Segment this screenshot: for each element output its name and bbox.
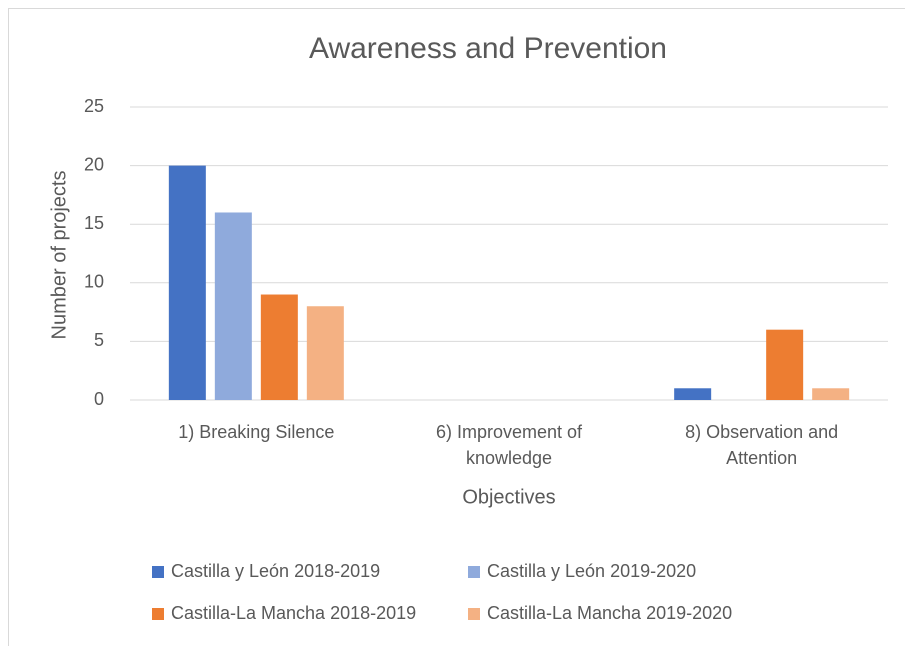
chart-title: Awareness and Prevention <box>309 32 667 65</box>
legend-label: Castilla y León 2019-2020 <box>487 561 696 581</box>
legend-swatch <box>468 566 480 578</box>
legend-label: Castilla-La Mancha 2018-2019 <box>171 603 416 623</box>
bar <box>214 212 252 400</box>
bar <box>306 306 344 400</box>
bar <box>674 388 712 400</box>
bar <box>812 388 850 400</box>
legend-label: Castilla y León 2018-2019 <box>171 561 380 581</box>
x-tick-label: 6) Improvement of knowledge <box>435 422 583 468</box>
y-tick-label: 20 <box>84 154 104 174</box>
y-tick-label: 5 <box>94 330 104 350</box>
y-tick-label: 0 <box>94 389 104 409</box>
legend-swatch <box>468 608 480 620</box>
x-axis-title: Objectives <box>462 486 555 508</box>
y-tick-label: 10 <box>84 272 104 292</box>
y-tick-label: 15 <box>84 213 104 233</box>
x-tick-label: 1) Breaking Silence <box>178 422 335 442</box>
legend-swatch <box>152 566 164 578</box>
bar <box>168 165 206 400</box>
legend-swatch <box>152 608 164 620</box>
chart-border <box>8 8 905 646</box>
bar <box>260 294 298 400</box>
y-axis-title: Number of projects <box>48 171 70 340</box>
y-tick-label: 25 <box>84 96 104 116</box>
legend-label: Castilla-La Mancha 2019-2020 <box>487 603 732 623</box>
bar <box>766 329 804 400</box>
x-tick-label: 8) Observation and Attention <box>685 422 839 468</box>
